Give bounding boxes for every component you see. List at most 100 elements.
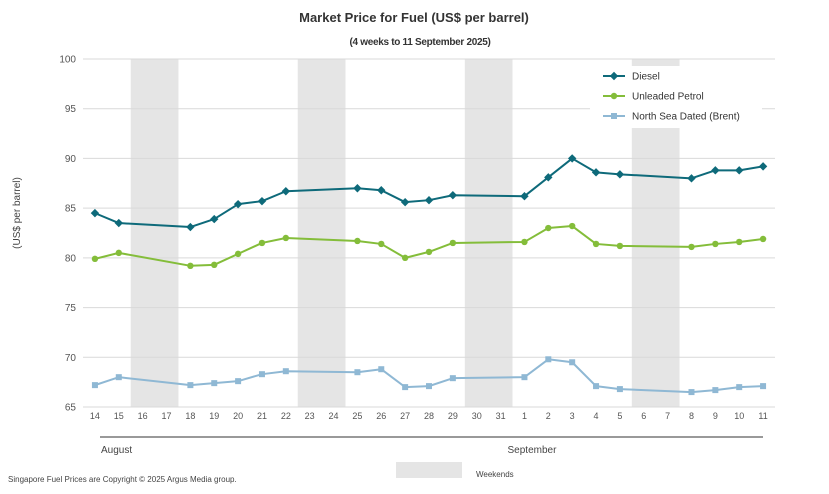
x-tick-label: 17 <box>162 411 172 421</box>
data-point-square <box>545 356 552 363</box>
data-point-circle <box>425 248 433 256</box>
data-point-square <box>402 384 409 391</box>
data-point-diamond <box>758 162 768 171</box>
data-point-diamond <box>711 166 720 175</box>
x-tick-label: 15 <box>114 411 124 421</box>
data-point-square <box>354 369 361 376</box>
x-tick-label: 3 <box>570 411 575 421</box>
series-diesel <box>90 154 768 232</box>
data-point-diamond <box>609 71 619 81</box>
data-point-circle <box>378 240 385 248</box>
legend-item: Unleaded Petrol <box>603 92 704 103</box>
data-point-diamond <box>257 196 267 206</box>
x-tick-label: 2 <box>546 411 551 421</box>
series-unleaded-petrol <box>91 222 767 270</box>
chart-title: Market Price for Fuel (US$ per barrel) <box>299 10 529 25</box>
y-tick-label: 95 <box>65 104 77 115</box>
x-tick-label: 11 <box>758 411 767 421</box>
data-point-diamond <box>186 222 195 232</box>
data-point-circle <box>759 235 767 243</box>
legend-label: North Sea Dated (Brent) <box>632 112 740 123</box>
data-point-square <box>235 378 242 385</box>
x-axis-ticks: 14 15 16 17 18 19 20 21 22 23 24 25 26 27 28 29 30 31 1 2 3 4… <box>90 411 768 421</box>
x-tick-label: 28 <box>424 411 434 421</box>
data-point-diamond <box>520 192 529 201</box>
x-tick-label: 26 <box>376 411 386 421</box>
x-tick-label: 10 <box>734 411 744 421</box>
data-point-circle <box>592 240 600 248</box>
x-tick-label: 18 <box>185 411 195 421</box>
chart-subtitle: (4 weeks to 11 September 2025) <box>349 37 490 48</box>
data-point-square <box>593 383 600 390</box>
data-point-circle <box>545 224 552 232</box>
data-point-square <box>115 374 122 381</box>
y-tick-label: 70 <box>65 353 77 364</box>
data-point-diamond <box>281 187 291 196</box>
data-point-circle <box>282 234 290 242</box>
data-point-circle <box>354 237 361 245</box>
data-point-circle <box>449 239 457 247</box>
month-label: September <box>508 445 558 456</box>
y-tick-label: 100 <box>59 55 76 66</box>
x-tick-label: 19 <box>209 411 219 421</box>
data-point-square <box>91 382 98 389</box>
legend-item: North Sea Dated (Brent) <box>603 112 740 123</box>
weekend-band <box>130 59 179 407</box>
data-point-diamond <box>687 174 696 183</box>
y-axis-ticks: 65 70 75 80 85 90 95 100 <box>59 55 76 414</box>
data-point-diamond <box>735 166 744 175</box>
y-tick-label: 90 <box>65 154 77 165</box>
y-axis-label: (US$ per barrel) <box>12 177 23 249</box>
grid-lines <box>83 58 775 408</box>
y-tick-label: 75 <box>65 303 77 314</box>
data-point-square <box>378 366 385 373</box>
data-point-circle <box>211 261 218 269</box>
data-point-square <box>282 368 289 375</box>
data-point-diamond <box>424 195 434 205</box>
y-tick-label: 65 <box>65 403 77 414</box>
legend-item: Diesel <box>603 72 660 83</box>
data-point-circle <box>521 238 528 246</box>
copyright-footer: Singapore Fuel Prices are Copyright © 20… <box>8 475 237 484</box>
data-point-square <box>569 359 576 366</box>
data-point-circle <box>688 243 695 251</box>
weekend-legend-label: Weekends <box>476 470 514 479</box>
data-point-square <box>449 375 456 382</box>
data-point-diamond <box>90 208 100 218</box>
data-point-diamond <box>544 173 553 182</box>
x-tick-label: 6 <box>641 411 646 421</box>
x-tick-label: 31 <box>496 411 506 421</box>
x-tick-label: 16 <box>138 411 148 421</box>
x-tick-label: 23 <box>305 411 315 421</box>
series-north-sea-dated-brent <box>91 356 767 396</box>
x-tick-label: 21 <box>257 411 267 421</box>
weekend-band <box>464 59 513 407</box>
data-point-diamond <box>615 170 625 179</box>
data-point-circle <box>234 250 242 258</box>
x-tick-label: 25 <box>352 411 362 421</box>
data-point-circle <box>712 240 719 248</box>
data-point-square <box>736 384 743 391</box>
x-tick-label: 4 <box>594 411 599 421</box>
data-point-circle <box>115 249 122 257</box>
y-tick-label: 85 <box>65 204 77 215</box>
x-tick-label: 8 <box>689 411 694 421</box>
data-point-circle <box>736 238 743 246</box>
x-tick-label: 5 <box>617 411 622 421</box>
data-point-diamond <box>567 154 577 163</box>
data-point-circle <box>187 262 194 270</box>
data-point-circle <box>91 255 99 263</box>
data-point-circle <box>401 254 409 262</box>
x-tick-label: 27 <box>400 411 410 421</box>
data-point-square <box>187 382 194 389</box>
weekend-band <box>297 59 346 407</box>
month-label: August <box>101 445 132 456</box>
weekend-legend-swatch <box>396 462 462 478</box>
data-point-square <box>688 389 695 396</box>
data-point-diamond <box>210 214 219 224</box>
legend: Diesel Unleaded Petrol North Sea Dated (Br… <box>603 72 740 123</box>
data-point-square <box>712 387 719 394</box>
series-lines <box>90 154 768 396</box>
data-point-square <box>426 383 432 390</box>
